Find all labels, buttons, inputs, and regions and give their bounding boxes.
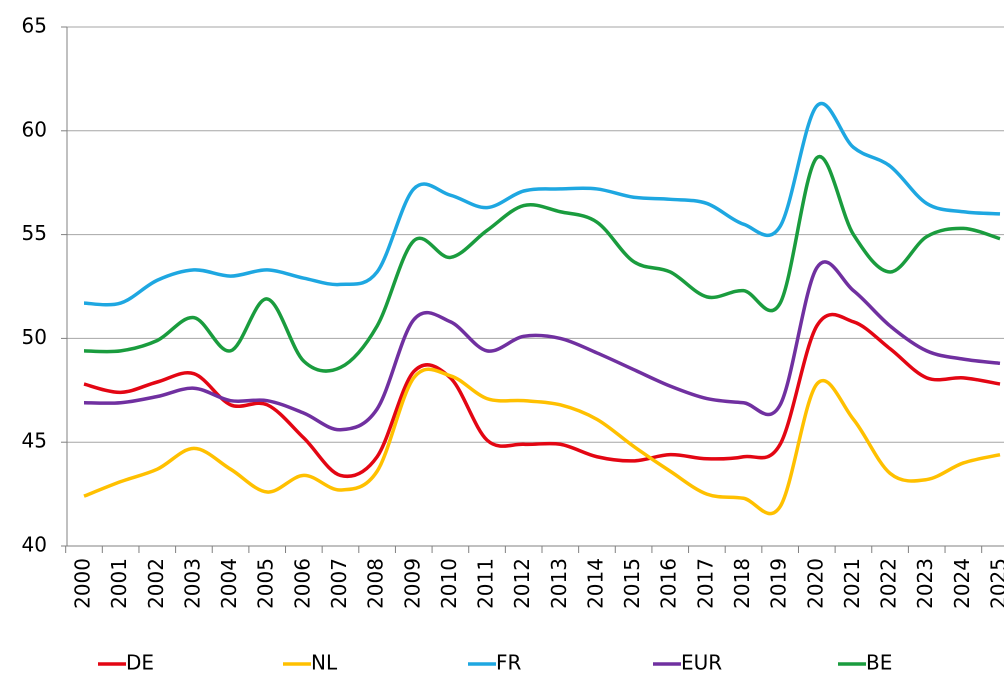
line-series	[83, 154, 1001, 373]
y-tick-label: 60	[22, 117, 47, 141]
legend-item: EUR	[653, 651, 722, 673]
legend-label: BE	[866, 651, 892, 673]
legend-label: DE	[126, 651, 154, 673]
legend-label: EUR	[681, 651, 722, 673]
x-tick-label: 2020	[803, 558, 827, 609]
x-tick-label: 2002	[144, 558, 168, 609]
x-tick-label: 2015	[620, 558, 644, 609]
y-tick-label: 65	[22, 14, 47, 38]
x-tick-label: 2017	[693, 558, 717, 609]
x-tick-label: 2024	[950, 558, 974, 609]
x-tick-label: 2006	[290, 558, 314, 609]
x-tick-label: 2004	[217, 558, 241, 609]
x-tick-label: 2013	[547, 558, 571, 609]
x-tick-label: 2021	[840, 558, 864, 609]
x-tick-label: 2001	[107, 558, 131, 609]
x-tick-label: 2016	[657, 558, 681, 609]
x-tick-label: 2008	[364, 558, 388, 609]
x-tick-label: 2025	[987, 558, 1004, 609]
legend-item: BE	[838, 651, 892, 673]
x-tick-label: 2010	[437, 558, 461, 609]
x-tick-label: 2003	[180, 558, 204, 609]
legend-item: DE	[98, 651, 154, 673]
line-series	[83, 367, 1001, 516]
legend-label: NL	[311, 651, 338, 673]
y-tick-label: 50	[22, 325, 47, 349]
legend-label: FR	[496, 651, 522, 673]
x-tick-label: 2005	[254, 558, 278, 609]
y-tick-label: 40	[22, 533, 47, 557]
x-tick-label: 2011	[474, 558, 498, 609]
line-series	[83, 260, 1001, 432]
line-series	[83, 312, 1001, 478]
x-tick-label: 2009	[400, 558, 424, 609]
x-tick-label: 2022	[877, 558, 901, 609]
y-tick-label: 55	[22, 221, 47, 245]
legend-item: NL	[283, 651, 338, 673]
legend-item: FR	[468, 651, 522, 673]
y-tick-label: 45	[22, 429, 47, 453]
x-tick-label: 2007	[327, 558, 351, 609]
x-tick-label: 2000	[71, 558, 95, 609]
x-tick-label: 2014	[583, 558, 607, 609]
x-tick-label: 2018	[730, 558, 754, 609]
x-tick-label: 2023	[913, 558, 937, 609]
x-tick-label: 2019	[767, 558, 791, 609]
x-tick-label: 2012	[510, 558, 534, 609]
line-series	[83, 101, 1001, 307]
